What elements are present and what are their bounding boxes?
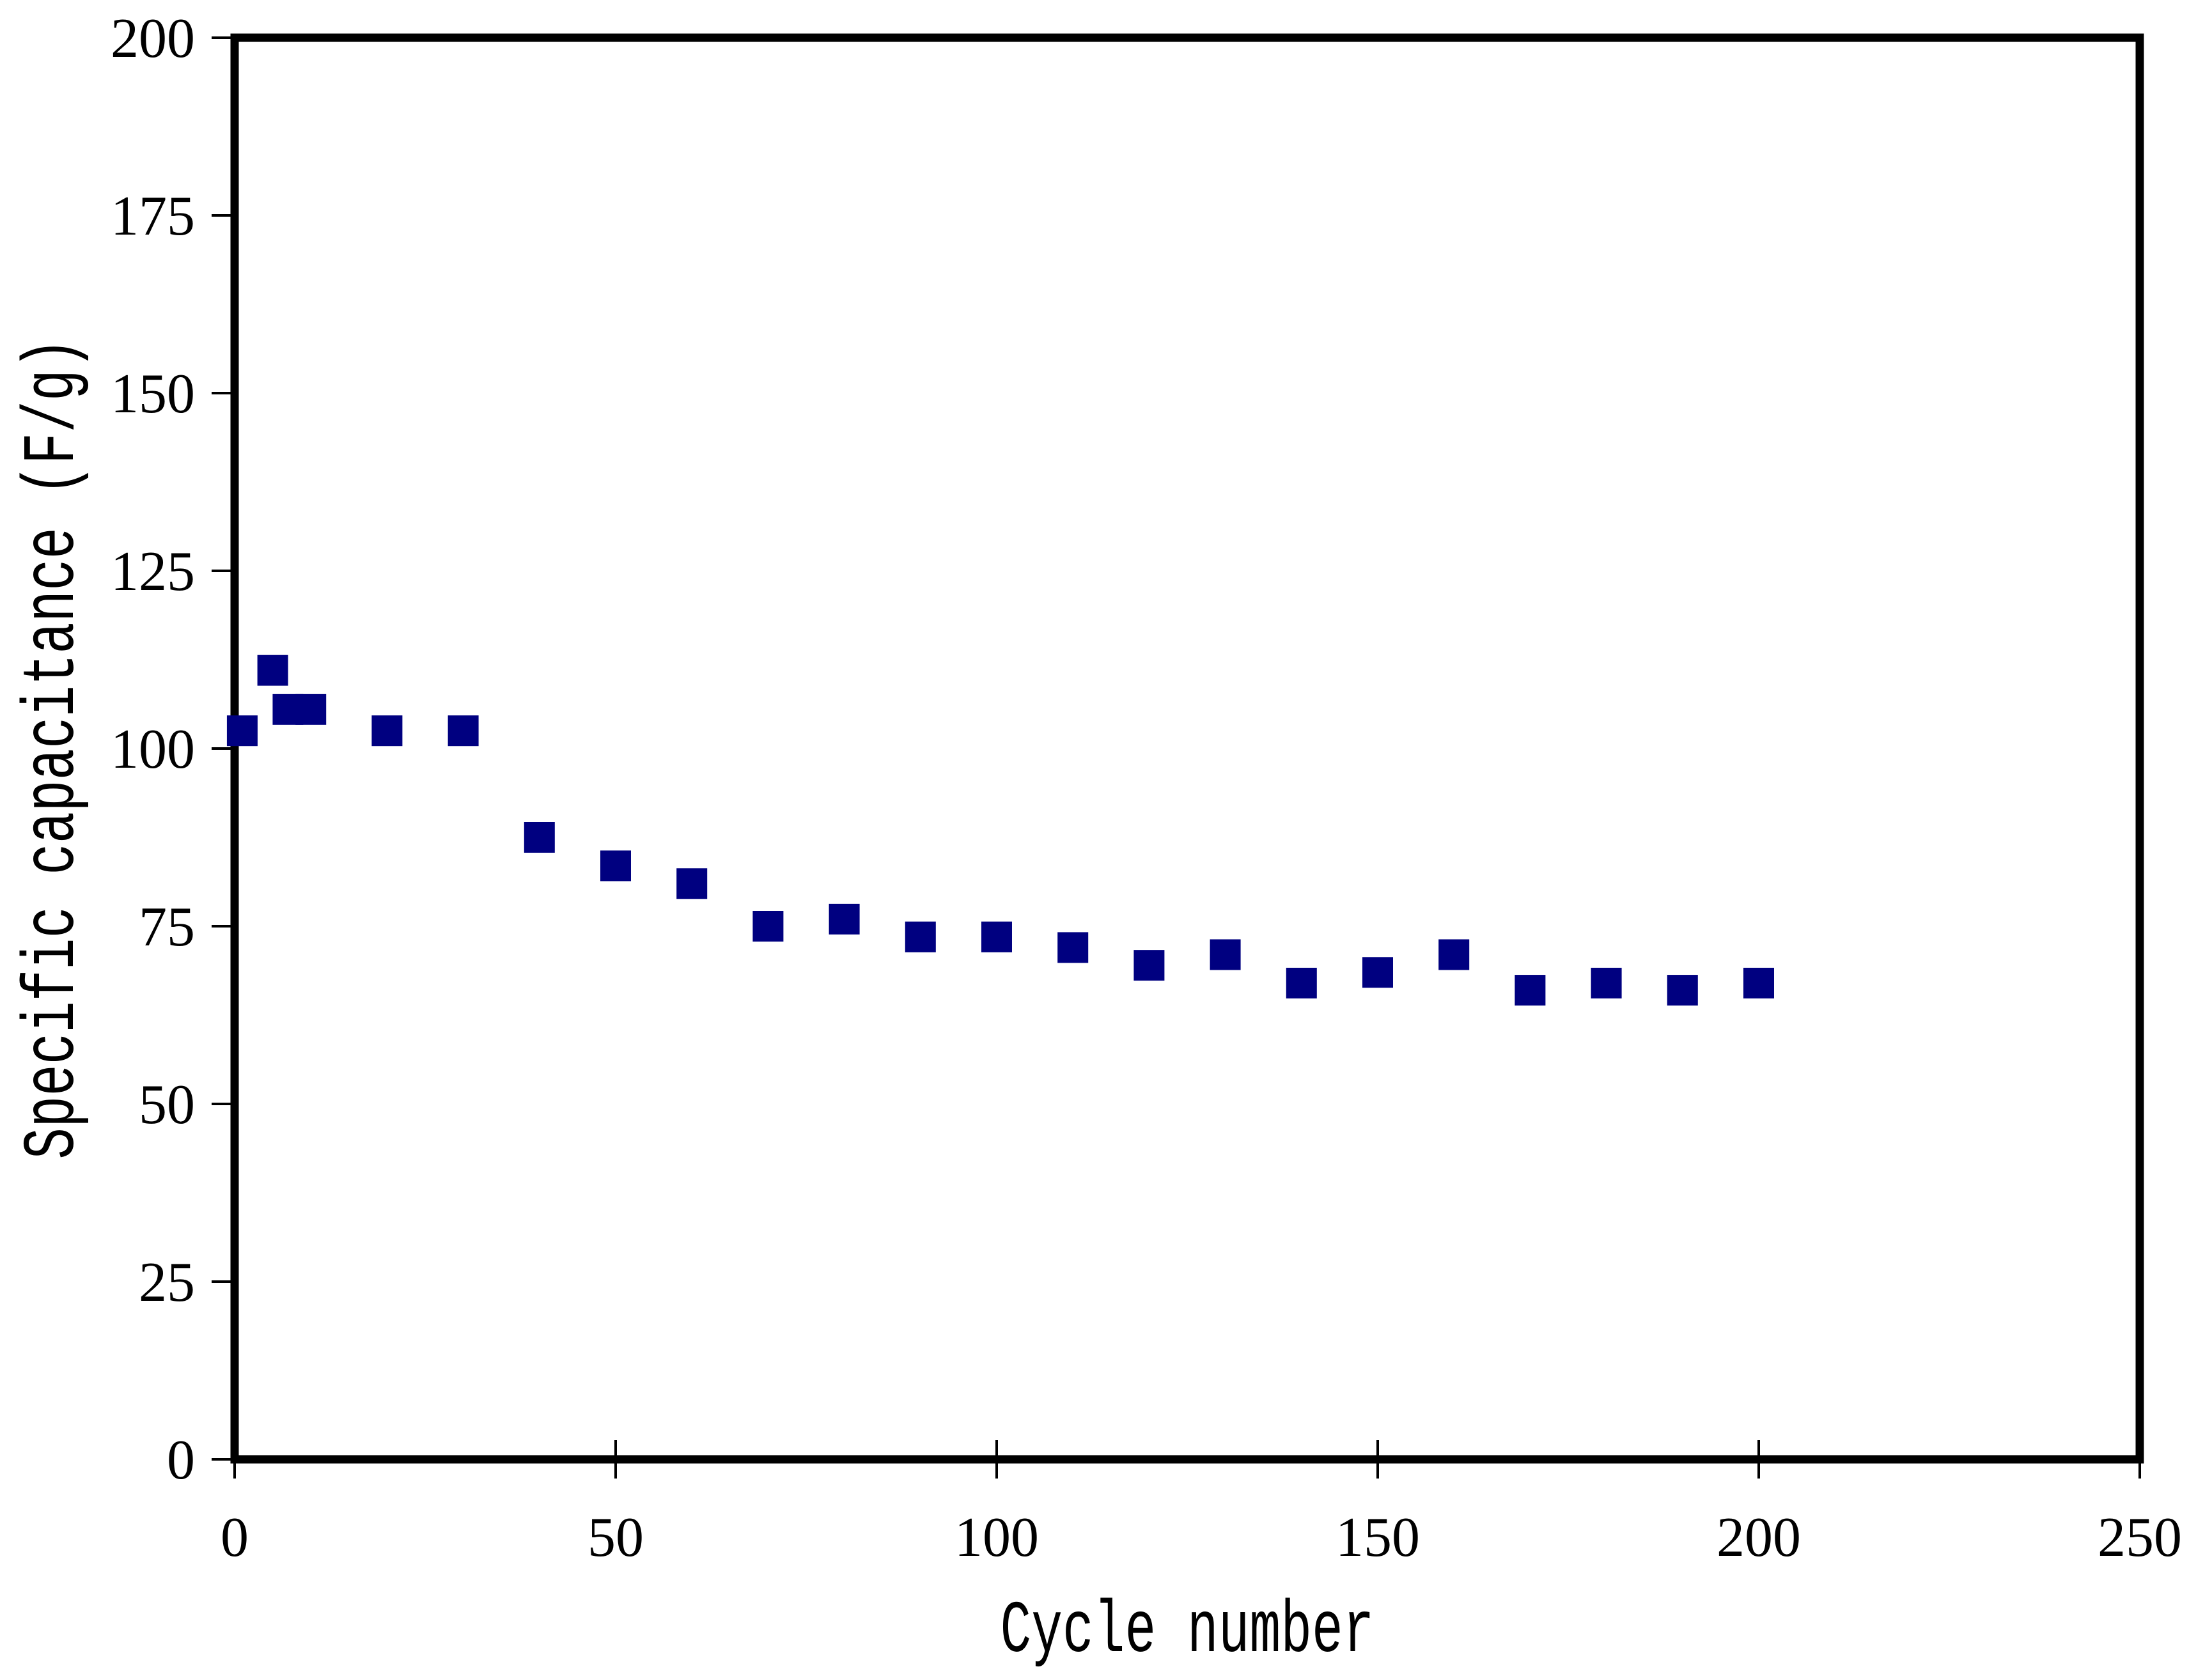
data-point-square	[257, 655, 288, 686]
x-axis-title: Cycle number	[1001, 1590, 1375, 1669]
y-tick-label: 0	[167, 1429, 195, 1491]
x-tick-label: 100	[954, 1507, 1039, 1569]
data-point-square	[1210, 939, 1241, 970]
data-point-square	[1057, 932, 1089, 963]
y-axis-title: Specific capacitance (F/g)	[12, 338, 95, 1160]
data-point-square	[981, 921, 1012, 952]
x-tick-label: 50	[588, 1507, 644, 1569]
data-point-square	[226, 715, 258, 747]
data-point-square	[752, 911, 784, 942]
y-tick-label: 150	[111, 363, 195, 425]
plot-frame	[230, 33, 2144, 1464]
data-point-square	[1743, 967, 1774, 998]
data-point-square	[1591, 967, 1622, 998]
data-point-square	[676, 868, 708, 899]
data-point-square	[905, 921, 936, 952]
data-point-square	[1515, 975, 1546, 1006]
data-point-square	[1286, 967, 1317, 998]
y-tick-label: 125	[111, 541, 195, 603]
x-tick-label: 200	[1717, 1507, 1801, 1569]
data-point-square	[448, 715, 479, 747]
data-point-square	[371, 715, 403, 747]
y-tick-label: 100	[111, 718, 195, 780]
y-tick-label: 200	[111, 8, 195, 70]
data-point-square	[1667, 975, 1698, 1006]
x-tick-label: 0	[221, 1507, 249, 1569]
y-tick-label: 25	[139, 1252, 195, 1314]
y-tick-label: 175	[111, 185, 195, 247]
data-point-square	[600, 850, 631, 881]
y-tick-label: 50	[139, 1074, 195, 1136]
data-point-square	[1438, 939, 1470, 970]
plot-area: 0 50 100 150 200 250 0 25 50 75 100 125 150 175 200	[111, 8, 2182, 1569]
data-point-square	[524, 822, 555, 853]
x-tick-label: 250	[2098, 1507, 2182, 1569]
x-tick-label: 150	[1336, 1507, 1420, 1569]
data-point-square	[295, 694, 327, 725]
data-point-square	[1133, 950, 1165, 981]
y-tick-label: 75	[139, 896, 195, 958]
data-point-square	[1362, 957, 1393, 988]
data-point-square	[829, 903, 860, 935]
